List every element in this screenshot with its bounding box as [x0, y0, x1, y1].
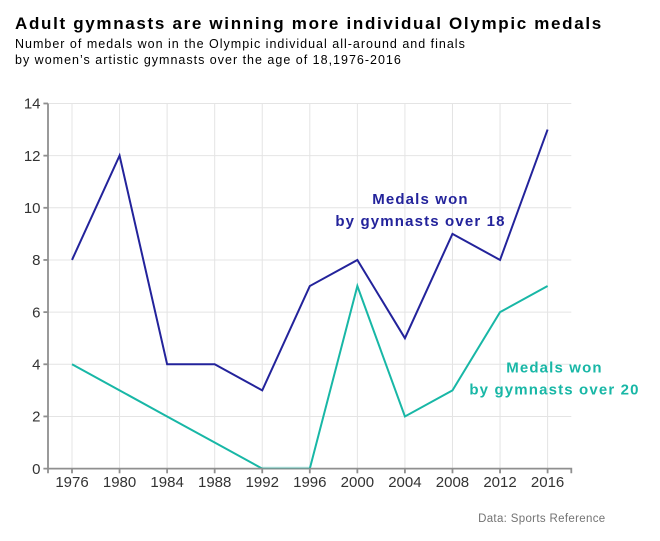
svg-text:by gymnasts over 20: by gymnasts over 20	[469, 381, 639, 398]
svg-text:1984: 1984	[150, 474, 183, 491]
svg-text:1996: 1996	[293, 474, 326, 491]
svg-text:Medals won: Medals won	[506, 359, 603, 376]
svg-text:1976: 1976	[55, 474, 88, 491]
svg-text:Data: Sports Reference: Data: Sports Reference	[478, 513, 605, 525]
svg-text:4: 4	[32, 356, 40, 373]
svg-text:12: 12	[24, 148, 41, 165]
svg-text:10: 10	[24, 200, 41, 217]
svg-text:6: 6	[32, 304, 40, 321]
svg-text:2016: 2016	[531, 474, 564, 491]
svg-text:14: 14	[24, 96, 41, 113]
svg-text:1992: 1992	[246, 474, 279, 491]
svg-text:by gymnasts over 18: by gymnasts over 18	[335, 213, 505, 230]
svg-text:2008: 2008	[436, 474, 469, 491]
svg-text:2000: 2000	[341, 474, 374, 491]
svg-text:1980: 1980	[103, 474, 136, 491]
svg-text:1988: 1988	[198, 474, 231, 491]
svg-text:0: 0	[32, 461, 40, 478]
svg-text:8: 8	[32, 252, 40, 269]
svg-text:2012: 2012	[483, 474, 516, 491]
svg-text:2: 2	[32, 409, 40, 426]
svg-text:Medals won: Medals won	[372, 191, 469, 208]
svg-text:2004: 2004	[388, 474, 421, 491]
